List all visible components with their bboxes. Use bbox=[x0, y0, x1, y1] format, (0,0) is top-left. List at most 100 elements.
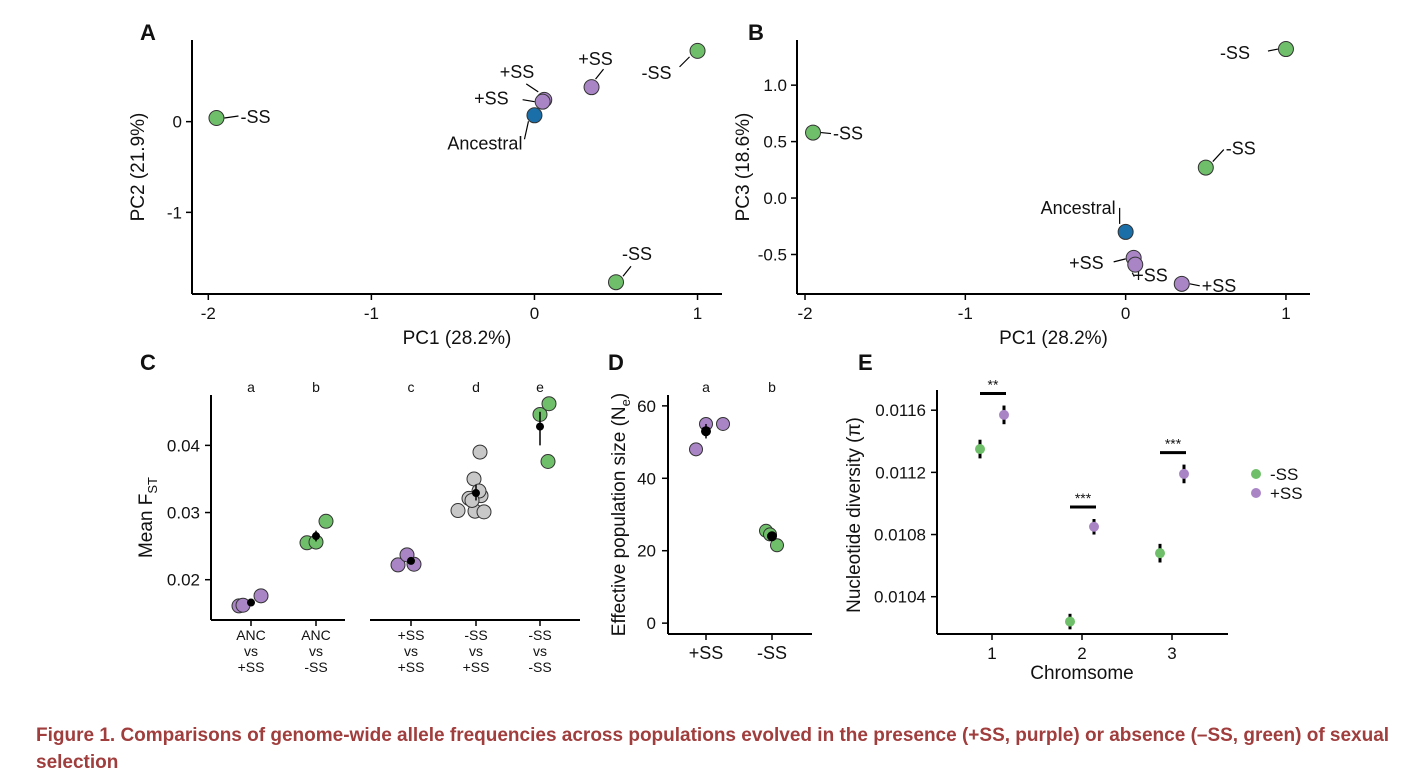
y-tick-label: 0.04 bbox=[167, 436, 200, 455]
data-point-nonsex bbox=[476, 504, 492, 520]
x-tick-label: -2 bbox=[201, 304, 216, 323]
x-tick-label: -SS bbox=[304, 659, 327, 675]
x-tick-label: -SS bbox=[464, 627, 487, 643]
panel-label-a: A bbox=[140, 20, 156, 45]
y-tick-label: 0.0112 bbox=[875, 463, 926, 482]
data-point-minus-ss bbox=[1155, 548, 1165, 559]
x-tick-label: 0 bbox=[1121, 304, 1130, 323]
x-tick-label: -2 bbox=[797, 304, 812, 323]
y-axis-title: Nucleotide diversity (π) bbox=[844, 417, 865, 613]
x-tick-label: vs bbox=[309, 643, 323, 659]
panel-label-c: C bbox=[140, 350, 156, 375]
x-tick-label: vs bbox=[404, 643, 418, 659]
x-tick-label: 1 bbox=[693, 304, 702, 323]
legend-label: +SS bbox=[1270, 484, 1303, 503]
x-axis-title: Chromsome bbox=[1030, 663, 1133, 684]
legend-swatch-plus-ss bbox=[1251, 488, 1261, 498]
data-point-minus-ss bbox=[805, 124, 822, 141]
point-label-leader bbox=[1131, 272, 1135, 277]
legend-label: -SS bbox=[1270, 465, 1298, 484]
data-point-plus-ss bbox=[1173, 275, 1190, 292]
data-point-minus-ss bbox=[318, 513, 334, 529]
mean-point bbox=[312, 532, 320, 541]
data-point-minus-ss bbox=[208, 110, 225, 127]
y-tick-label: 0.5 bbox=[763, 133, 787, 152]
x-tick-label: vs bbox=[469, 643, 483, 659]
significance-letter: c bbox=[408, 379, 415, 395]
significance-letter: a bbox=[702, 379, 710, 395]
x-tick-label: ANC bbox=[236, 627, 266, 643]
data-point-ancestral bbox=[526, 107, 543, 124]
x-tick-label: 3 bbox=[1167, 644, 1176, 663]
x-tick-label: vs bbox=[244, 643, 258, 659]
y-axis-title: PC2 (21.9%) bbox=[128, 113, 149, 222]
y-axis-title: Effective population size (Ne) bbox=[609, 393, 633, 636]
significance-letter: b bbox=[312, 379, 320, 395]
y-tick-label: 20 bbox=[637, 542, 656, 561]
x-tick-label: 2 bbox=[1077, 644, 1086, 663]
point-label-leader bbox=[820, 131, 832, 135]
point-label: +SS bbox=[1069, 253, 1104, 273]
mean-point bbox=[701, 426, 711, 437]
significance-letter: d bbox=[472, 379, 480, 395]
point-label-leader bbox=[1189, 283, 1200, 287]
y-axis-title: PC3 (18.6%) bbox=[733, 113, 754, 222]
x-tick-label: 1 bbox=[1281, 304, 1290, 323]
figure-caption: Figure 1. Comparisons of genome-wide all… bbox=[36, 725, 1390, 773]
point-label-leader bbox=[523, 121, 530, 140]
point-label: -SS bbox=[240, 107, 270, 127]
y-tick-label: 40 bbox=[637, 469, 656, 488]
x-tick-label: -SS bbox=[528, 627, 551, 643]
point-label-leader bbox=[1212, 149, 1225, 162]
x-tick-label: +SS bbox=[398, 659, 425, 675]
point-label-leader bbox=[679, 56, 690, 68]
significance-letter: e bbox=[536, 379, 544, 395]
point-label: Ancestral bbox=[447, 133, 522, 153]
mean-point bbox=[536, 422, 544, 431]
data-point-minus-ss bbox=[1277, 41, 1294, 58]
legend-swatch-minus-ss bbox=[1251, 469, 1261, 479]
significance-letter: a bbox=[247, 379, 255, 395]
data-point-minus-ss bbox=[689, 42, 706, 59]
mean-point bbox=[247, 598, 255, 607]
x-tick-label: 0 bbox=[530, 304, 539, 323]
data-point-minus-ss bbox=[1197, 159, 1214, 176]
point-label: -SS bbox=[622, 244, 652, 264]
point-label-leader bbox=[595, 68, 605, 80]
y-tick-label: -0.5 bbox=[758, 245, 787, 264]
figure-1: -2 -1 0 1 0 -1 PC1 (28.2%) PC2 (21.9%) -SS -SS -SS… bbox=[128, 20, 1310, 684]
x-tick-label: -SS bbox=[757, 643, 787, 663]
data-point-plus-ss bbox=[253, 588, 269, 604]
significance-letter: b bbox=[768, 379, 776, 395]
y-tick-label: 0 bbox=[647, 614, 656, 633]
x-tick-label: +SS bbox=[463, 659, 490, 675]
x-axis-title: PC1 (28.2%) bbox=[403, 328, 512, 349]
significance-stars: ** bbox=[988, 377, 999, 393]
y-tick-label: 60 bbox=[637, 397, 656, 416]
data-point-plus-ss bbox=[1179, 468, 1189, 479]
data-point-minus-ss bbox=[1065, 616, 1075, 627]
point-label: +SS bbox=[500, 62, 535, 82]
panel-label-d: D bbox=[608, 350, 624, 375]
y-tick-label: 1.0 bbox=[763, 76, 787, 95]
x-tick-label: +SS bbox=[398, 627, 425, 643]
y-tick-label: 0.0 bbox=[763, 189, 787, 208]
point-label-leader bbox=[1267, 48, 1279, 52]
data-point-plus-ss bbox=[999, 409, 1009, 420]
point-label: -SS bbox=[1220, 43, 1250, 63]
y-tick-label: 0 bbox=[173, 113, 182, 132]
data-point-ancestral bbox=[1117, 223, 1134, 240]
point-label: -SS bbox=[1226, 139, 1256, 159]
point-label: -SS bbox=[833, 124, 863, 144]
y-tick-label: -1 bbox=[167, 203, 182, 222]
y-tick-label: 0.03 bbox=[167, 504, 200, 523]
point-label-leader bbox=[1113, 258, 1126, 263]
data-point-nonsex bbox=[472, 444, 488, 460]
point-label: +SS bbox=[474, 89, 509, 109]
x-tick-label: +SS bbox=[238, 659, 265, 675]
y-tick-label: 0.0104 bbox=[874, 588, 926, 607]
y-tick-label: 0.02 bbox=[167, 571, 200, 590]
x-tick-label: -1 bbox=[364, 304, 379, 323]
data-point-plus-ss bbox=[716, 416, 730, 431]
x-axis-title: PC1 (28.2%) bbox=[999, 328, 1108, 349]
